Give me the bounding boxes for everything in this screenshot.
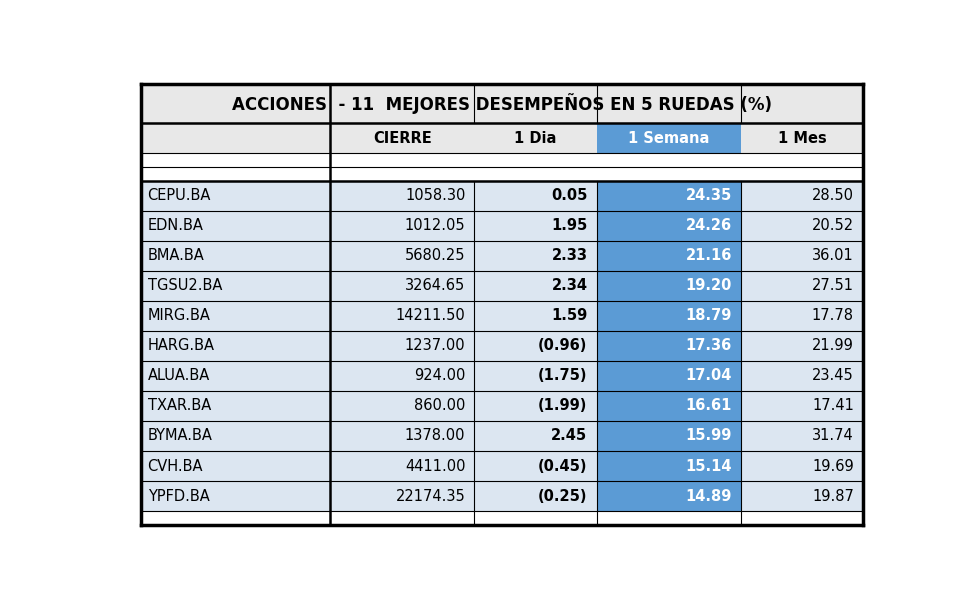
Text: (0.96): (0.96) [538,338,587,353]
Bar [141,124,863,153]
Text: 27.51: 27.51 [811,278,854,293]
Text: MIRG.BA: MIRG.BA [148,308,211,323]
Text: 4411.00: 4411.00 [405,458,465,473]
Text: 1.59: 1.59 [551,308,587,323]
Bar [141,166,863,180]
Text: 16.61: 16.61 [685,399,732,414]
Text: 18.79: 18.79 [685,308,732,323]
Text: 14.89: 14.89 [685,488,732,504]
Text: 15.14: 15.14 [685,458,732,473]
Bar [141,391,863,421]
Text: ALUA.BA: ALUA.BA [148,368,210,384]
Text: 1 Mes: 1 Mes [777,131,826,145]
Text: TXAR.BA: TXAR.BA [148,399,211,414]
Text: 17.36: 17.36 [686,338,732,353]
Bar [141,361,863,391]
Text: 19.69: 19.69 [812,458,854,473]
Text: (0.25): (0.25) [538,488,587,504]
Text: CIERRE: CIERRE [373,131,432,145]
Text: 1237.00: 1237.00 [405,338,465,353]
Text: BMA.BA: BMA.BA [148,248,204,263]
Text: 1 Dia: 1 Dia [514,131,557,145]
Text: (1.75): (1.75) [538,368,587,384]
Bar [597,421,741,451]
Text: 23.45: 23.45 [812,368,854,384]
Text: YPFD.BA: YPFD.BA [148,488,210,504]
Bar [141,84,863,124]
Text: 2.34: 2.34 [552,278,587,293]
Bar [597,241,741,271]
Text: EDN.BA: EDN.BA [148,218,204,233]
Text: 17.78: 17.78 [811,308,854,323]
Text: (1.99): (1.99) [538,399,587,414]
Text: 2.45: 2.45 [552,429,587,443]
Bar [141,421,863,451]
Text: 924.00: 924.00 [414,368,466,384]
Bar [597,331,741,361]
Bar [597,361,741,391]
Bar [141,511,863,525]
Bar [141,481,863,511]
Text: 31.74: 31.74 [812,429,854,443]
Bar [597,124,741,153]
Text: 3264.65: 3264.65 [405,278,465,293]
Bar [597,301,741,331]
Text: 19.20: 19.20 [685,278,732,293]
Bar [141,451,863,481]
Text: 36.01: 36.01 [812,248,854,263]
Text: CEPU.BA: CEPU.BA [148,188,211,203]
Bar [597,271,741,301]
Text: 24.26: 24.26 [686,218,732,233]
Text: 22174.35: 22174.35 [396,488,466,504]
Text: 28.50: 28.50 [811,188,854,203]
Text: 21.16: 21.16 [685,248,732,263]
Text: 17.41: 17.41 [812,399,854,414]
Text: 1378.00: 1378.00 [405,429,465,443]
Text: 14211.50: 14211.50 [396,308,466,323]
Text: 21.99: 21.99 [812,338,854,353]
Text: HARG.BA: HARG.BA [148,338,215,353]
Bar [597,451,741,481]
Text: 5680.25: 5680.25 [405,248,465,263]
Text: 19.87: 19.87 [812,488,854,504]
Text: 1012.05: 1012.05 [405,218,465,233]
Bar [141,271,863,301]
Text: 1.95: 1.95 [551,218,587,233]
Text: ACCIONES  - 11  MEJORES DESEMPEÑOS EN 5 RUEDAS (%): ACCIONES - 11 MEJORES DESEMPEÑOS EN 5 RU… [232,93,772,114]
Bar [141,301,863,331]
Text: 15.99: 15.99 [685,429,732,443]
Text: BYMA.BA: BYMA.BA [148,429,213,443]
Text: 24.35: 24.35 [686,188,732,203]
Text: CVH.BA: CVH.BA [148,458,203,473]
Text: TGSU2.BA: TGSU2.BA [148,278,221,293]
Bar [141,331,863,361]
Text: (0.45): (0.45) [538,458,587,473]
Bar [597,481,741,511]
Text: 860.00: 860.00 [414,399,466,414]
Text: 1 Semana: 1 Semana [628,131,710,145]
Bar [597,210,741,241]
Text: 2.33: 2.33 [552,248,587,263]
Text: 1058.30: 1058.30 [405,188,465,203]
Bar [141,241,863,271]
Bar [597,180,741,210]
Bar [597,391,741,421]
Bar [141,153,863,166]
Text: 0.05: 0.05 [551,188,587,203]
Bar [141,210,863,241]
Text: 17.04: 17.04 [685,368,732,384]
Bar [141,180,863,210]
Text: 20.52: 20.52 [811,218,854,233]
